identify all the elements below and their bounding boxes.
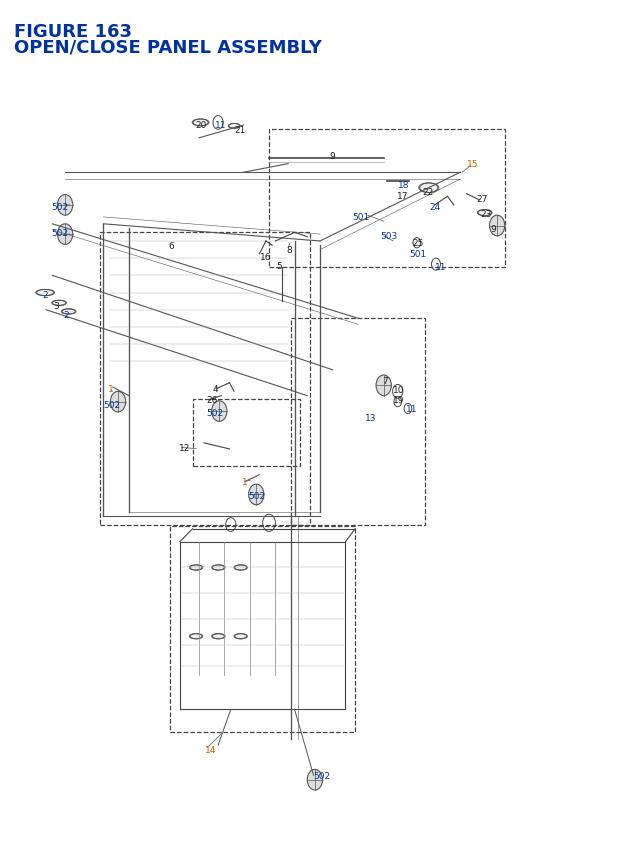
Circle shape: [110, 392, 125, 412]
Text: 2: 2: [43, 290, 49, 300]
Text: 23: 23: [481, 210, 492, 219]
Ellipse shape: [61, 309, 76, 314]
Text: 8: 8: [287, 245, 292, 255]
Ellipse shape: [477, 210, 492, 216]
Text: 502: 502: [248, 492, 266, 500]
Text: 503: 503: [380, 232, 397, 241]
Ellipse shape: [234, 634, 246, 639]
Text: 13: 13: [365, 413, 376, 422]
Ellipse shape: [212, 634, 225, 639]
Text: 7: 7: [383, 376, 388, 385]
Ellipse shape: [189, 565, 202, 570]
Text: 4: 4: [213, 385, 219, 393]
Text: FIGURE 163: FIGURE 163: [14, 23, 132, 40]
Text: OPEN/CLOSE PANEL ASSEMBLY: OPEN/CLOSE PANEL ASSEMBLY: [14, 38, 322, 56]
Text: 26: 26: [207, 396, 218, 405]
Text: 11: 11: [406, 405, 417, 413]
Circle shape: [212, 401, 227, 422]
Circle shape: [58, 195, 73, 216]
Text: 27: 27: [476, 195, 488, 203]
Circle shape: [248, 485, 264, 505]
Text: 10: 10: [394, 386, 404, 394]
Text: 18: 18: [397, 181, 409, 189]
Text: 12: 12: [179, 443, 190, 452]
Text: 22: 22: [422, 188, 433, 196]
Text: 502: 502: [207, 409, 224, 418]
Circle shape: [307, 770, 323, 790]
Ellipse shape: [52, 300, 66, 306]
Text: 502: 502: [314, 771, 331, 780]
Circle shape: [376, 375, 392, 396]
Text: 6: 6: [168, 241, 174, 251]
Text: 9: 9: [330, 152, 335, 160]
Circle shape: [490, 216, 505, 237]
Text: 501: 501: [352, 214, 369, 222]
Text: 502: 502: [51, 229, 68, 238]
Text: 24: 24: [429, 203, 441, 212]
Ellipse shape: [192, 120, 208, 127]
Text: 20: 20: [196, 121, 207, 130]
Ellipse shape: [36, 290, 54, 296]
Ellipse shape: [228, 124, 240, 129]
Text: 1: 1: [243, 478, 248, 486]
Text: 14: 14: [205, 746, 217, 754]
Text: 1: 1: [108, 385, 114, 393]
Text: 17: 17: [396, 192, 408, 201]
Ellipse shape: [212, 565, 225, 570]
Text: 16: 16: [259, 252, 271, 262]
Text: 19: 19: [394, 396, 404, 405]
Text: 2: 2: [63, 310, 69, 319]
Text: 11: 11: [215, 121, 227, 130]
Text: 25: 25: [412, 238, 424, 248]
Text: 502: 502: [51, 203, 68, 212]
Ellipse shape: [189, 634, 202, 639]
Circle shape: [58, 225, 73, 245]
Text: 9: 9: [491, 225, 497, 233]
Text: 3: 3: [54, 301, 60, 311]
Ellipse shape: [419, 183, 438, 193]
Text: 11: 11: [435, 263, 446, 272]
Ellipse shape: [234, 565, 246, 570]
Text: 21: 21: [234, 126, 245, 134]
Text: 5: 5: [276, 261, 282, 270]
Text: 501: 501: [409, 250, 426, 259]
Text: 502: 502: [103, 400, 120, 409]
Text: 15: 15: [467, 160, 478, 169]
